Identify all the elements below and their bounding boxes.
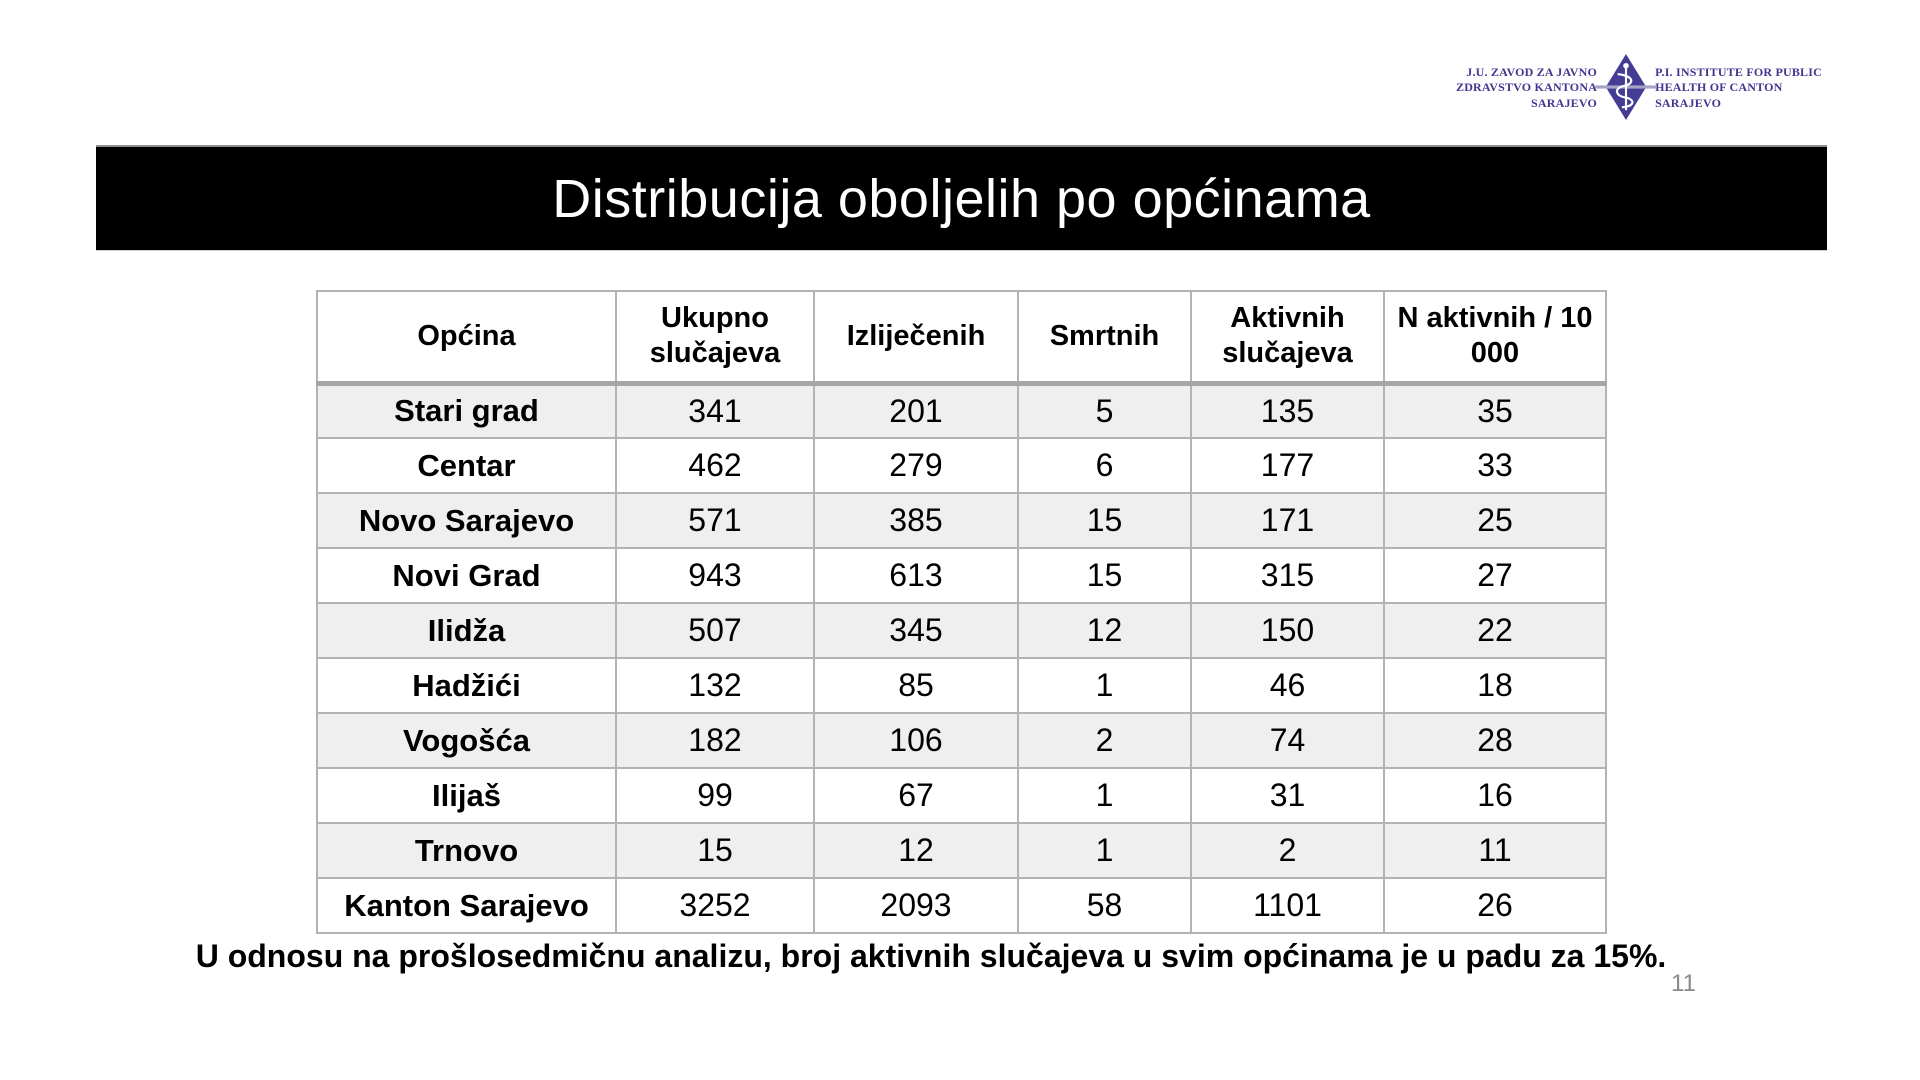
page-number: 11 [1671, 970, 1696, 997]
value-cell: 171 [1190, 492, 1385, 549]
value-cell: 279 [813, 437, 1019, 494]
value-cell: 1 [1017, 767, 1192, 824]
value-cell: 58 [1017, 877, 1192, 934]
logo-line: SARAJEVO [1531, 95, 1598, 110]
value-cell: 16 [1383, 767, 1607, 824]
value-cell: 1 [1017, 822, 1192, 879]
value-cell: 26 [1383, 877, 1607, 934]
table-row: Hadžići 132 85 1 46 18 [316, 657, 1607, 714]
value-cell: 3252 [615, 877, 815, 934]
column-header-ukupno: Ukupno slučajeva [615, 290, 815, 386]
institute-logo: J.U. ZAVOD ZA JAVNO ZDRAVSTVO KANTONA SA… [1456, 54, 1822, 120]
slide-title: Distribucija oboljelih po općinama [552, 168, 1371, 229]
institute-name-bosnian: J.U. ZAVOD ZA JAVNO ZDRAVSTVO KANTONA SA… [1456, 65, 1597, 111]
caduceus-diamond-icon [1595, 54, 1657, 120]
value-cell: 15 [615, 822, 815, 879]
logo-line: HEALTH OF CANTON [1655, 80, 1783, 95]
value-cell: 201 [813, 382, 1019, 439]
value-cell: 341 [615, 382, 815, 439]
value-cell: 31 [1190, 767, 1385, 824]
municipality-cell: Kanton Sarajevo [316, 877, 617, 934]
value-cell: 18 [1383, 657, 1607, 714]
institute-name-english: P.I. INSTITUTE FOR PUBLIC HEALTH OF CANT… [1655, 65, 1822, 111]
value-cell: 2 [1017, 712, 1192, 769]
column-header-aktivni: Aktivnih slučajeva [1190, 290, 1385, 386]
value-cell: 507 [615, 602, 815, 659]
value-cell: 613 [813, 547, 1019, 604]
table-row: Ilijaš 99 67 1 31 16 [316, 767, 1607, 824]
municipality-cell: Ilidža [316, 602, 617, 659]
value-cell: 462 [615, 437, 815, 494]
municipality-cell: Novo Sarajevo [316, 492, 617, 549]
municipality-cell: Trnovo [316, 822, 617, 879]
value-cell: 2093 [813, 877, 1019, 934]
value-cell: 15 [1017, 492, 1192, 549]
logo-line: J.U. ZAVOD ZA JAVNO [1466, 65, 1598, 79]
value-cell: 571 [615, 492, 815, 549]
value-cell: 106 [813, 712, 1019, 769]
municipality-cell: Stari grad [316, 382, 617, 439]
value-cell: 1101 [1190, 877, 1385, 934]
value-cell: 135 [1190, 382, 1385, 439]
table-row: Novi Grad 943 613 15 315 27 [316, 547, 1607, 604]
municipality-cell: Novi Grad [316, 547, 617, 604]
column-header-opcina: Općina [316, 290, 617, 386]
value-cell: 85 [813, 657, 1019, 714]
value-cell: 35 [1383, 382, 1607, 439]
table-row: Ilidža 507 345 12 150 22 [316, 602, 1607, 659]
value-cell: 5 [1017, 382, 1192, 439]
value-cell: 28 [1383, 712, 1607, 769]
title-banner: Distribucija oboljelih po općinama [96, 145, 1827, 251]
value-cell: 27 [1383, 547, 1607, 604]
table-header-row: Općina Ukupno slučajeva Izliječenih Smrt… [316, 290, 1607, 386]
municipality-table: Općina Ukupno slučajeva Izliječenih Smrt… [316, 290, 1607, 934]
column-header-n-aktivnih: N aktivnih / 10 000 [1383, 290, 1607, 386]
value-cell: 12 [813, 822, 1019, 879]
value-cell: 12 [1017, 602, 1192, 659]
value-cell: 25 [1383, 492, 1607, 549]
municipality-cell: Vogošća [316, 712, 617, 769]
logo-line: ZDRAVSTVO KANTONA [1455, 80, 1598, 95]
table-row: Trnovo 15 12 1 2 11 [316, 822, 1607, 879]
municipality-cell: Centar [316, 437, 617, 494]
value-cell: 182 [615, 712, 815, 769]
logo-line: SARAJEVO [1655, 95, 1722, 110]
municipality-cell: Hadžići [316, 657, 617, 714]
value-cell: 22 [1383, 602, 1607, 659]
table-row: Stari grad 341 201 5 135 35 [316, 382, 1607, 439]
table-row: Novo Sarajevo 571 385 15 171 25 [316, 492, 1607, 549]
column-header-smrtni: Smrtnih [1017, 290, 1192, 386]
value-cell: 15 [1017, 547, 1192, 604]
value-cell: 943 [615, 547, 815, 604]
column-header-izlijeceni: Izliječenih [813, 290, 1019, 386]
value-cell: 385 [813, 492, 1019, 549]
value-cell: 46 [1190, 657, 1385, 714]
value-cell: 177 [1190, 437, 1385, 494]
value-cell: 345 [813, 602, 1019, 659]
value-cell: 99 [615, 767, 815, 824]
value-cell: 11 [1383, 822, 1607, 879]
analysis-caption: U odnosu na prošlosedmičnu analizu, broj… [195, 938, 1667, 974]
value-cell: 132 [615, 657, 815, 714]
value-cell: 33 [1383, 437, 1607, 494]
value-cell: 150 [1190, 602, 1385, 659]
municipality-cell: Ilijaš [316, 767, 617, 824]
value-cell: 67 [813, 767, 1019, 824]
table-row: Vogošća 182 106 2 74 28 [316, 712, 1607, 769]
table-row: Centar 462 279 6 177 33 [316, 437, 1607, 494]
logo-line: P.I. INSTITUTE FOR PUBLIC [1655, 65, 1822, 79]
table-row: Kanton Sarajevo 3252 2093 58 1101 26 [316, 877, 1607, 934]
value-cell: 1 [1017, 657, 1192, 714]
value-cell: 2 [1190, 822, 1385, 879]
value-cell: 315 [1190, 547, 1385, 604]
value-cell: 6 [1017, 437, 1192, 494]
value-cell: 74 [1190, 712, 1385, 769]
